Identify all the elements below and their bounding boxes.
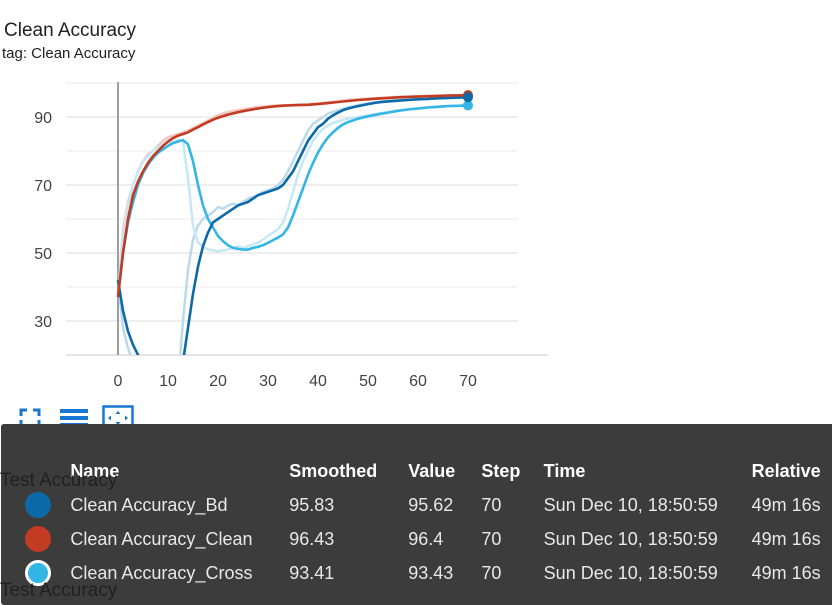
table-header-step[interactable]: Step [481,460,521,481]
smoothed-cell: 95.83 [289,494,335,515]
x-tick-label: 40 [309,373,327,390]
series-layer [116,93,469,355]
relative-cell: 49m 16s [751,494,821,515]
run-data-table: Name Smoothed Value Step Time Relative C… [1,454,832,590]
table-header-smoothed[interactable]: Smoothed [289,460,378,481]
table-row[interactable]: Clean Accuracy_Cross 93.41 93.43 70 Sun … [1,556,832,590]
table-row[interactable]: Clean Accuracy_Bd 95.83 95.62 70 Sun Dec… [1,488,832,522]
series-end-marker [463,100,473,111]
table-header-relative[interactable]: Relative [751,460,821,481]
table-header-row: Name Smoothed Value Step Time Relative [1,454,832,488]
series-line [116,104,469,294]
chart-tag: tag: Clean Accuracy [2,45,136,62]
step-cell: 70 [481,562,502,583]
x-tick-label: 60 [409,373,427,390]
time-cell: Sun Dec 10, 18:50:59 [543,562,718,583]
y-tick-label: 70 [34,178,52,195]
table-row[interactable]: Clean Accuracy_Clean 96.43 96.4 70 Sun D… [1,522,832,556]
line-chart[interactable]: 0 10 20 30 40 50 60 70 30 50 70 90 [0,0,832,400]
table-header-name[interactable]: Name [70,460,120,481]
step-cell: 70 [481,528,502,549]
run-color-dot [25,560,51,586]
run-color-cell [1,522,70,556]
value-cell: 93.43 [408,562,454,583]
relative-cell: 49m 16s [751,528,821,549]
series-line [116,95,469,355]
y-tick-label: 30 [34,314,52,331]
x-tick-label: 50 [359,373,377,390]
next-card-title: Test Accuracy [0,580,118,601]
fullscreen-icon [19,408,41,428]
series-end-marker [463,92,473,103]
table-header-time[interactable]: Time [543,460,586,481]
x-axis-ticks: 0 10 20 30 40 50 60 70 [114,373,477,390]
series-line [116,93,469,298]
run-name-cell: Clean Accuracy_Cross [70,562,253,583]
series-raw-line [116,104,469,294]
table-header-value[interactable]: Value [408,460,456,481]
y-axis-ticks: 30 50 70 90 [34,110,52,331]
x-tick-label: 30 [259,373,277,390]
fullscreen-button[interactable] [14,404,46,432]
x-tick-label: 70 [459,373,477,390]
value-cell: 95.62 [408,494,454,515]
chart-grid [66,82,548,356]
run-color-dot [25,526,51,552]
data-table-panel: Name Smoothed Value Step Time Relative C… [1,424,832,605]
value-cell: 96.4 [408,528,444,549]
run-name-cell: Clean Accuracy_Bd [70,494,228,515]
run-color-cell [1,488,70,522]
chart-title: Clean Accuracy [4,20,137,41]
x-tick-label: 0 [114,373,123,390]
y-tick-label: 90 [34,110,52,127]
x-tick-label: 20 [209,373,227,390]
run-name-cell: Clean Accuracy_Clean [70,528,253,549]
y-tick-label: 50 [34,246,52,263]
x-tick-label: 10 [159,373,177,390]
run-color-cell [1,556,70,590]
time-cell: Sun Dec 10, 18:50:59 [543,494,718,515]
relative-cell: 49m 16s [751,562,821,583]
next-card-title: Test Accuracy [0,470,118,491]
time-cell: Sun Dec 10, 18:50:59 [543,528,718,549]
smoothed-cell: 93.41 [289,562,335,583]
step-cell: 70 [481,494,502,515]
smoothed-cell: 96.43 [289,528,335,549]
run-color-dot [25,492,51,518]
